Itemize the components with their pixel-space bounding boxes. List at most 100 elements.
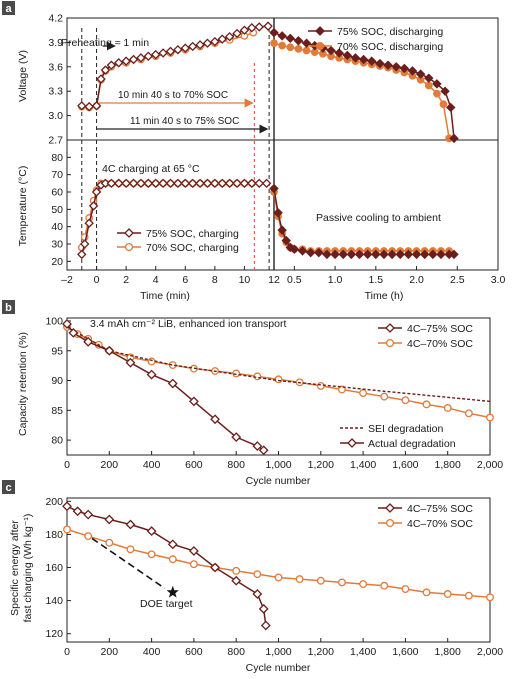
voltage-75-charging-point <box>165 46 176 57</box>
temp-75-charging-point <box>217 178 227 189</box>
panel-c-legend-75-marker <box>385 503 395 513</box>
temperature-tick-label: 20 <box>51 256 63 268</box>
voltage-75-charging-point <box>180 43 191 53</box>
annotation-preheat: Preheating ≈ 1 min <box>61 37 149 49</box>
xlabel-h: Time (h) <box>365 290 404 302</box>
voltage-75-discharging-point <box>424 73 434 83</box>
voltage-ylabel: Voltage (V) <box>17 50 29 102</box>
panel-b-75-point <box>252 441 263 451</box>
panel-c-y-tick-label: 120 <box>45 628 63 640</box>
temp-75-cooling-point <box>395 249 405 260</box>
time-min-tick-label: –2 <box>61 274 73 286</box>
panel-b-xlabel: Cycle number <box>246 475 311 487</box>
voltage-75-discharging-point <box>326 45 336 56</box>
temp-75-charging-point <box>173 178 183 189</box>
temp-75-charging-point <box>128 178 139 189</box>
panel-c-70-point <box>380 581 389 590</box>
voltage-75-charging-point <box>106 60 117 70</box>
panel-c-label: c <box>5 482 11 494</box>
panel-a: 4.2 3.9 3.6 3.3 3.0 2.7 80 70 60 50 40 30 20 –2 0 2 4 6 8 1… <box>48 13 505 287</box>
panel-b-75-point <box>188 396 199 407</box>
panel-c-x-tick-label: 600 <box>185 646 203 658</box>
voltage-75-charging-point <box>247 23 257 33</box>
temperature-tick-label: 60 <box>51 187 63 199</box>
voltage-tick-label: 3.9 <box>48 37 63 49</box>
panel-b-70-point <box>464 409 473 418</box>
voltage-75-charging-point <box>195 40 205 50</box>
panel-c-70-point <box>232 566 241 575</box>
panel-b-75-point <box>146 369 157 380</box>
panel-b-75-point <box>68 327 79 338</box>
temp-75-cooling-point <box>273 208 283 218</box>
voltage-75-discharging-point <box>301 38 312 48</box>
temp-75-charging-point <box>80 239 90 249</box>
panel-c-70-point <box>189 560 198 569</box>
panel-c-75-point <box>62 501 72 512</box>
voltage-tick-label: 3.3 <box>48 86 63 98</box>
panel-c-x-tick-label: 1,400 <box>350 646 376 658</box>
temp-75-charging-point <box>158 178 168 189</box>
panel-c-70-point <box>126 545 135 554</box>
panel-b-70-point <box>486 413 494 422</box>
panel-c-y-tick-label: 140 <box>45 595 63 607</box>
panel-c-legend-75: 4C–75% SOC <box>407 503 473 515</box>
panel-b-x-tick-label: 0 <box>64 459 70 471</box>
voltage-75-charging-point <box>77 101 87 111</box>
temperature-tick-label: 50 <box>51 204 63 216</box>
temp-75-charging-point <box>77 249 87 260</box>
panel-c-y-tick-label: 180 <box>45 529 63 541</box>
panel-b-x-tick-label: 200 <box>101 459 119 471</box>
panel-b-75-point <box>104 345 115 356</box>
temp-75-charging-point <box>232 178 242 189</box>
temp-75-charging-point <box>165 178 176 189</box>
panel-b-70-point <box>274 375 283 384</box>
temperature-tick-label: 80 <box>51 152 63 164</box>
voltage-75-discharging-point <box>285 33 296 44</box>
temp-75-cooling-point <box>277 225 287 235</box>
voltage-75-discharging-point <box>415 69 426 79</box>
temp-75-charging-point <box>224 178 235 189</box>
voltage-75-charging-point <box>96 74 106 84</box>
panel-c-x-tick-label: 200 <box>101 646 119 658</box>
panel-b-75-point <box>210 414 220 425</box>
temp-75-charging-point <box>150 178 161 189</box>
panel-a-frame <box>66 17 499 271</box>
annotation-to70: 10 min 40 s to 70% SOC <box>118 90 228 101</box>
temp-75-cooling-point <box>371 249 381 260</box>
voltage-75-discharging-point <box>367 56 377 66</box>
panel-c-70-point <box>316 576 325 585</box>
voltage-75-discharging-point <box>391 62 401 72</box>
panel-c-75-point <box>260 620 271 631</box>
voltage-75-charging-point <box>224 31 235 42</box>
voltage-75-discharging-point <box>277 31 287 41</box>
voltage-75-charging-point <box>254 22 264 32</box>
temp-75-cooling-point <box>436 249 446 260</box>
time-h-tick-label: 1.0 <box>328 274 343 286</box>
panel-c-70-point <box>295 575 304 584</box>
temp-75-charging-point <box>91 187 102 197</box>
doe-dashed-line <box>91 537 166 590</box>
panel-c-75-point <box>72 506 83 517</box>
panel-c-x-tick-label: 1,800 <box>435 646 461 658</box>
time-min-tick-label: 2 <box>123 274 129 286</box>
panel-b-x-tick-label: 400 <box>143 459 161 471</box>
panel-c-70-point <box>147 550 156 559</box>
temp-75-charging-point <box>180 178 191 189</box>
panel-b-x-tick-label: 1,800 <box>435 459 461 471</box>
voltage-75-charging-point <box>91 101 102 111</box>
voltage-70-discharging-point <box>270 39 278 48</box>
time-min-tick-label: 12 <box>268 274 280 286</box>
panel-c-x-tick-label: 1,000 <box>265 646 291 658</box>
temp-75-charging-point <box>210 178 220 189</box>
voltage-tick-label: 3.0 <box>48 110 63 122</box>
panel-c-75-point <box>231 575 242 586</box>
panel-c-75-point <box>258 603 269 614</box>
annotation-cooling: Passive cooling to ambient <box>316 212 441 224</box>
panel-b-70-point <box>401 396 410 405</box>
temp-75-charging-point <box>202 178 213 189</box>
legend-top-70: 70% SOC, discharging <box>337 41 443 53</box>
panel-c-70-point <box>359 580 368 589</box>
voltage-tick-label: 4.2 <box>48 13 63 25</box>
annotation-to75: 11 min 40 s to 75% SOC <box>130 116 239 127</box>
